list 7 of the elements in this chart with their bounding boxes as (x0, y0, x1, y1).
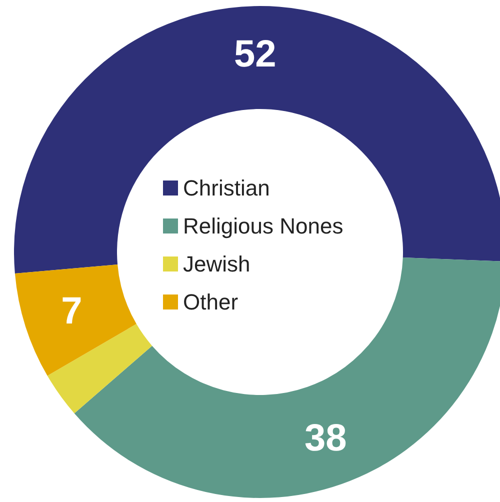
legend-label: Christian (183, 176, 270, 200)
data-label: 52 (234, 34, 276, 76)
data-label: 38 (304, 417, 347, 460)
data-label: 7 (61, 290, 82, 333)
legend-label: Religious Nones (183, 214, 344, 238)
legend-label: Other (183, 290, 238, 314)
legend-label: Jewish (183, 252, 250, 276)
